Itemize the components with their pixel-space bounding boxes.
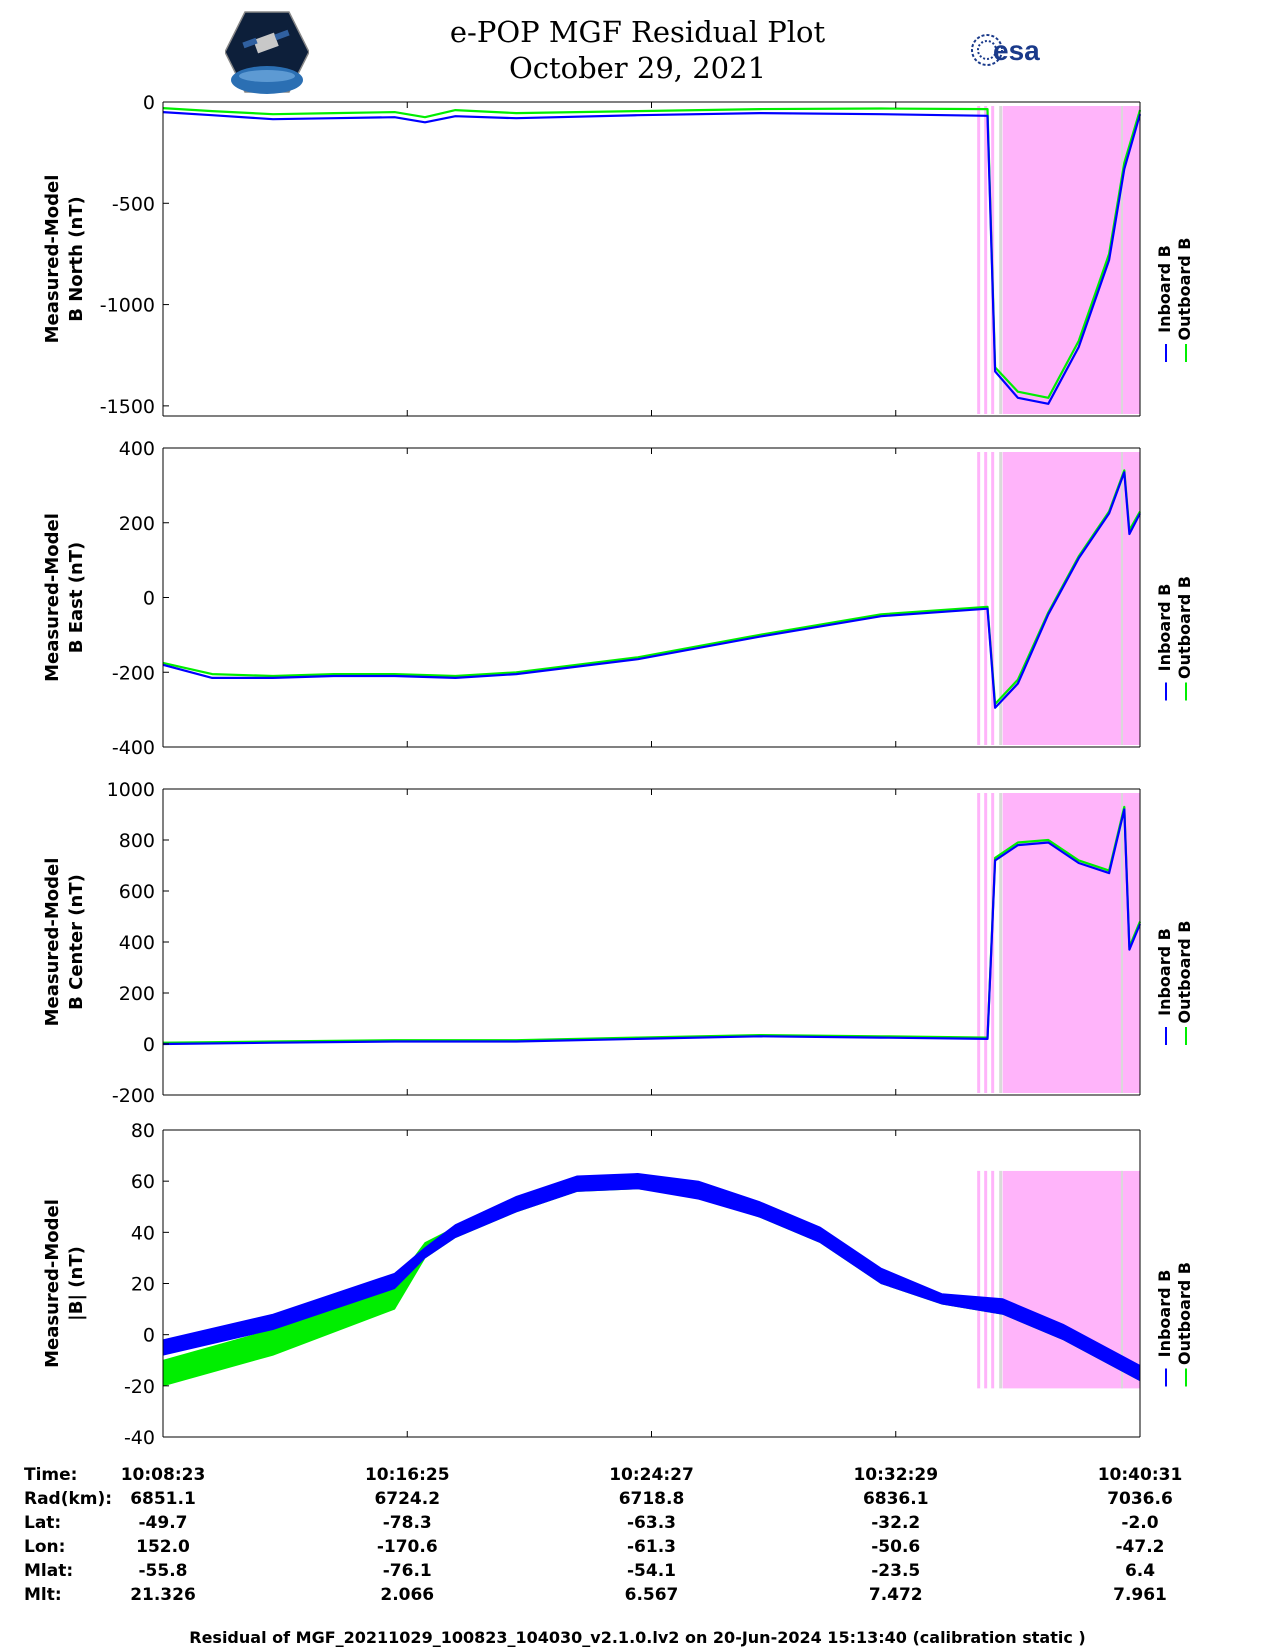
footer-cell: 6851.1 [130, 1489, 196, 1509]
series-inboard-line-2 [162, 808, 1142, 1046]
footer-cell: -170.6 [376, 1537, 438, 1557]
y-tick-label-2-4: 200 [119, 983, 155, 1005]
footer-note: Residual of MGF_20211029_100823_104030_v… [189, 1628, 1086, 1647]
y-tick-label-1-4: -400 [112, 737, 155, 759]
footer-cell: 7.472 [868, 1585, 923, 1605]
footer-cell: -2.0 [1121, 1513, 1159, 1533]
y-tick-label-3-2: 40 [131, 1222, 155, 1244]
footer-cell: 6836.1 [862, 1489, 929, 1509]
footer-cell: -50.6 [871, 1537, 921, 1557]
flag-region-0 [1002, 106, 1140, 414]
y-axis-label-3-1: |B| (nT) [66, 1246, 87, 1321]
y-tick-label-3-1: 60 [131, 1171, 155, 1193]
legend-label-2-0: Inboard B [1155, 928, 1174, 1016]
series-inboard-line-0 [162, 111, 1142, 405]
footer-cell: -63.3 [627, 1513, 676, 1533]
footer-cell: 7.961 [1113, 1585, 1167, 1605]
footer-cell: -23.5 [871, 1561, 921, 1581]
cassiope-mission-logo [225, 11, 309, 94]
y-tick-label-3-5: -20 [124, 1376, 155, 1398]
footer-cell: 10:24:27 [609, 1465, 694, 1485]
y-tick-label-1-1: 200 [119, 513, 155, 535]
flag-region-3 [1002, 1170, 1140, 1389]
footer-cell: 21.326 [130, 1585, 196, 1605]
y-tick-label-3-0: 80 [131, 1120, 155, 1142]
footer-cell: -76.1 [382, 1561, 432, 1581]
y-tick-label-2-0: 1000 [107, 779, 155, 801]
footer-cell: 2.066 [380, 1585, 435, 1605]
footer-row-label: Lat: [24, 1513, 62, 1533]
plot-title: e-POP MGF Residual Plot October 29, 2021 [0, 14, 1275, 86]
legend-label-0-0: Inboard B [1155, 245, 1174, 333]
footer-cell: -47.2 [1115, 1537, 1165, 1557]
y-axis-label-3-0: Measured-Model [42, 1199, 63, 1368]
y-axis-label-1-0: Measured-Model [42, 513, 63, 682]
footer-cell: 10:32:29 [853, 1465, 939, 1485]
footer-cell: 7036.6 [1107, 1489, 1173, 1509]
footer-cell: 10:40:31 [1097, 1465, 1183, 1485]
footer-cell: -49.7 [138, 1513, 188, 1533]
title-line-1: e-POP MGF Residual Plot [449, 15, 826, 49]
esa-logo-text: esa [993, 35, 1040, 66]
legend-label-0-1: Outboard B [1175, 238, 1194, 341]
y-tick-label-0-0: 0 [143, 92, 155, 114]
legend-label-2-1: Outboard B [1175, 921, 1194, 1024]
y-tick-label-2-5: 0 [143, 1034, 155, 1056]
footer-cell: 6.4 [1124, 1561, 1156, 1581]
series-outboard-line-0 [162, 107, 1142, 399]
orbit-info-table: Time: Rad(km): Lat: Lon: Mlat: Mlt: 10:08:23 68… [0, 1465, 1275, 1605]
footer-cell: -61.3 [627, 1537, 676, 1557]
y-tick-label-2-6: -200 [112, 1085, 155, 1107]
y-tick-label-2-1: 800 [119, 830, 155, 852]
footer-cell: -54.1 [627, 1561, 676, 1581]
footer-cell: 6.567 [624, 1585, 679, 1605]
y-tick-label-0-2: -1000 [100, 295, 155, 317]
y-tick-label-1-2: 0 [143, 588, 155, 610]
footer-cell: -32.2 [871, 1513, 921, 1533]
y-tick-label-0-1: -500 [112, 193, 155, 215]
y-axis-label-2-1: B Center (nT) [66, 874, 87, 1010]
footer-cell: 10:08:23 [120, 1465, 206, 1485]
y-tick-label-1-3: -200 [112, 662, 155, 684]
footer-cell: 10:16:25 [364, 1465, 450, 1485]
title-line-2: October 29, 2021 [508, 51, 767, 85]
flag-region-1 [1002, 452, 1140, 745]
y-axis-label-0-0: Measured-Model [42, 175, 63, 344]
y-tick-label-2-2: 600 [119, 881, 155, 903]
y-tick-label-3-4: 0 [143, 1325, 155, 1347]
y-axis-label-0-1: B North (nT) [66, 196, 87, 322]
y-tick-label-2-3: 400 [119, 932, 155, 954]
series-inboard-line-1 [162, 471, 1141, 709]
y-tick-label-3-3: 20 [131, 1274, 155, 1296]
footer-cell: 152.0 [136, 1537, 190, 1557]
esa-logo: esa [971, 34, 1040, 66]
legend-label-1-1: Outboard B [1175, 576, 1194, 679]
y-axis-label-2-0: Measured-Model [42, 858, 63, 1027]
footer-cell: -78.3 [382, 1513, 432, 1533]
footer-row-label: Time: [24, 1465, 78, 1485]
footer-row-label: Mlt: [24, 1585, 62, 1605]
legend-label-3-0: Inboard B [1155, 1270, 1174, 1358]
footer-row-label: Mlat: [24, 1561, 74, 1581]
footer-cell: 6718.8 [618, 1489, 685, 1509]
y-tick-label-1-0: 400 [119, 438, 155, 460]
legend-label-3-1: Outboard B [1175, 1262, 1194, 1365]
y-axis-label-1-1: B East (nT) [66, 542, 87, 654]
footer-row-label: Lon: [24, 1537, 66, 1557]
footer-cell: 6724.2 [374, 1489, 441, 1509]
legend-label-1-0: Inboard B [1155, 584, 1174, 672]
footer-row-label: Rad(km): [24, 1489, 113, 1509]
flag-region-2 [1002, 793, 1140, 1093]
footer-cell: -55.8 [138, 1561, 188, 1581]
y-tick-label-0-3: -1500 [100, 396, 155, 418]
y-tick-label-3-6: -40 [124, 1427, 155, 1449]
